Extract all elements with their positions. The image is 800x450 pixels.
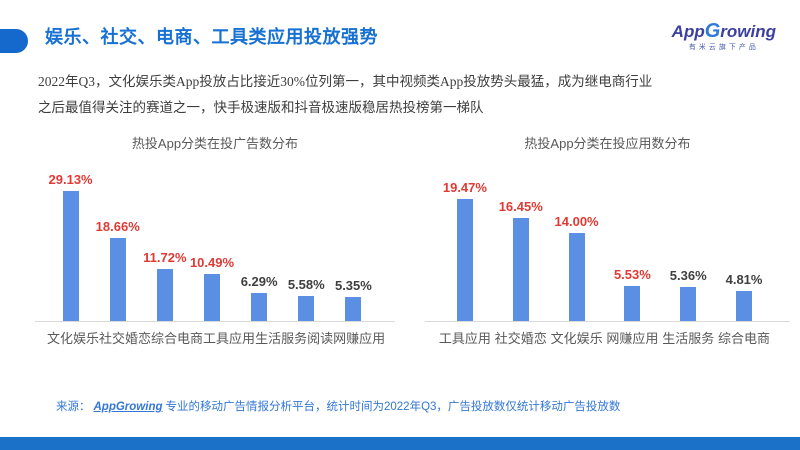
bar-value-label: 11.72% bbox=[143, 250, 187, 265]
category-axis: 工具应用 社交婚恋 文化娱乐 网赚应用 生活服务 综合电商 bbox=[425, 328, 790, 347]
chart-title: 热投App分类在投广告数分布 bbox=[131, 136, 299, 151]
bar bbox=[298, 296, 315, 321]
bar-value-label: 5.35% bbox=[334, 278, 372, 293]
bar-value-label: 18.66% bbox=[95, 219, 140, 234]
category-label: 综合电商 bbox=[718, 331, 771, 346]
chart-app-count-distribution: 热投App分类在投应用数分布 19.47% 16.45% 14.00% 5.53% 5.… bbox=[425, 133, 790, 347]
category-axis: 文化娱乐 社交婚恋 综合电商 工具应用 生活服务 阅读 网赚应用 bbox=[35, 328, 395, 347]
intro-line-2: 之后最值得关注的赛道之一，快手极速版和抖音极速版稳居热投榜第一梯队 bbox=[38, 100, 484, 115]
bar-column: 11.72% bbox=[141, 250, 188, 321]
category-label: 社交婚恋 bbox=[99, 331, 152, 346]
appgrowing-logo: AppGrowing 有米云旗下产品 bbox=[672, 21, 776, 51]
category-label: 生活服务 bbox=[255, 331, 308, 346]
logo-subtitle: 有米云旗下产品 bbox=[688, 44, 759, 51]
bar-value-label: 19.47% bbox=[442, 180, 487, 195]
bar-column: 14.00% bbox=[549, 214, 605, 321]
bar-plot-area: 29.13% 18.66% 11.72% 10.49% 6.29% 5.58% 5.35% bbox=[35, 153, 395, 322]
bar-column: 10.49% bbox=[188, 255, 235, 321]
bar bbox=[680, 287, 697, 321]
chart-ad-count-distribution: 热投App分类在投广告数分布 29.13% 18.66% 11.72% 10.49% 6… bbox=[35, 133, 395, 347]
bar-value-label: 6.29% bbox=[240, 274, 278, 289]
bar-value-label: 16.45% bbox=[498, 199, 543, 214]
bar bbox=[345, 297, 362, 321]
bar-column: 5.35% bbox=[330, 278, 377, 321]
category-label: 工具应用 bbox=[438, 331, 491, 346]
bar-column: 5.53% bbox=[604, 267, 660, 321]
bar-column: 19.47% bbox=[437, 180, 493, 321]
intro-line-1: 2022年Q3，文化娱乐类App投放占比接近30%位列第一，其中视频类App投放… bbox=[38, 74, 653, 89]
bar-value-label: 10.49% bbox=[189, 255, 235, 270]
logo-g-icon: G bbox=[704, 20, 721, 42]
logo-text-app: App bbox=[671, 22, 705, 41]
source-brand-link[interactable]: AppGrowing bbox=[93, 401, 163, 413]
bar-column: 16.45% bbox=[493, 199, 549, 321]
bar-plot-area: 19.47% 16.45% 14.00% 5.53% 5.36% 4.81% bbox=[425, 153, 790, 322]
bar bbox=[156, 269, 173, 321]
bar bbox=[251, 293, 268, 321]
bar-column: 4.81% bbox=[716, 272, 772, 321]
source-note: 来源： AppGrowing 专业的移动广告情报分析平台，统计时间为2022年Q3，… bbox=[56, 398, 620, 414]
bar bbox=[203, 274, 220, 321]
logo-wordmark: AppGrowing bbox=[672, 21, 776, 41]
bar-column: 5.36% bbox=[660, 268, 716, 321]
bar-value-label: 5.53% bbox=[613, 267, 651, 282]
bar bbox=[109, 238, 126, 321]
category-label: 网赚应用 bbox=[606, 331, 659, 346]
bar bbox=[624, 286, 641, 321]
bar-value-label: 14.00% bbox=[554, 214, 599, 229]
bar-column: 29.13% bbox=[47, 172, 94, 321]
bar bbox=[568, 233, 585, 321]
category-label: 网赚应用 bbox=[333, 331, 386, 346]
category-label: 文化娱乐 bbox=[47, 331, 100, 346]
bar bbox=[62, 191, 79, 321]
bar bbox=[736, 291, 753, 321]
bar bbox=[512, 218, 529, 321]
bottom-accent-bar bbox=[0, 437, 800, 450]
bar-value-label: 29.13% bbox=[48, 172, 93, 187]
bar-value-label: 5.58% bbox=[287, 277, 325, 292]
title-accent-pill bbox=[0, 29, 28, 53]
source-text: 专业的移动广告情报分析平台，统计时间为2022年Q3，广告投放数仅统计移动广告投… bbox=[165, 401, 621, 413]
category-label: 生活服务 bbox=[662, 331, 715, 346]
logo-text-rowing: rowing bbox=[720, 22, 776, 41]
source-prefix: 来源： bbox=[56, 401, 91, 413]
category-label: 阅读 bbox=[307, 331, 334, 346]
category-label: 综合电商 bbox=[151, 331, 204, 346]
category-label: 社交婚恋 bbox=[494, 331, 547, 346]
page-title: 娱乐、社交、电商、工具类应用投放强势 bbox=[45, 27, 378, 47]
bar-column: 18.66% bbox=[94, 219, 141, 321]
category-label: 工具应用 bbox=[203, 331, 256, 346]
intro-paragraph: 2022年Q3，文化娱乐类App投放占比接近30%位列第一，其中视频类App投放… bbox=[38, 69, 758, 121]
category-label: 文化娱乐 bbox=[550, 331, 603, 346]
bar-value-label: 4.81% bbox=[725, 272, 763, 287]
bar-column: 6.29% bbox=[236, 274, 283, 321]
chart-title: 热投App分类在投应用数分布 bbox=[524, 136, 691, 151]
bar-column: 5.58% bbox=[283, 277, 330, 321]
bar-value-label: 5.36% bbox=[669, 268, 707, 283]
bar bbox=[456, 199, 473, 321]
